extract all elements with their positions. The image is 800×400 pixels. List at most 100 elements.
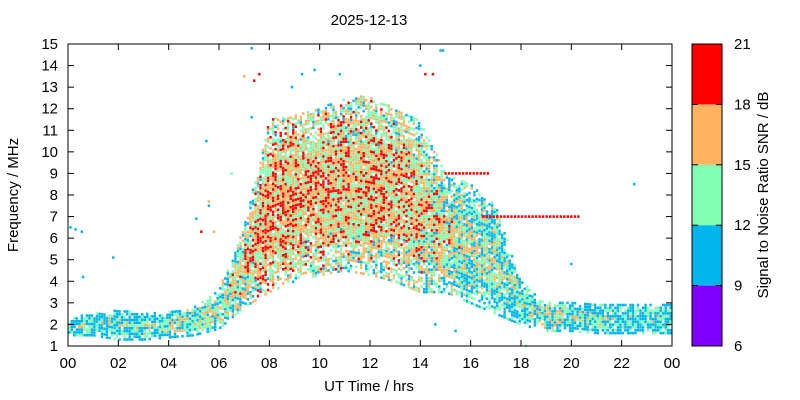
snr-cell [400,195,403,199]
snr-cell [133,318,136,322]
snr-cell [349,102,353,105]
snr-cell [329,103,333,106]
snr-cell [307,203,310,207]
snr-cell [266,145,270,149]
snr-cell [450,200,453,204]
snr-cell [287,170,290,174]
snr-cell [455,191,458,195]
snr-cell [385,246,388,250]
snr-cell [392,131,396,134]
snr-cell [347,166,350,169]
snr-cell [422,237,426,241]
snr-cell [229,303,232,307]
snr-cell [400,268,403,272]
snr-cell [427,288,431,291]
snr-cell [304,243,307,246]
snr-cell [427,240,431,243]
snr-cell [146,312,149,316]
snr-cell [367,259,370,262]
snr-cell [352,200,355,204]
snr-cell [329,223,333,227]
snr-cell [355,159,358,162]
snr-cell [402,149,406,152]
snr-cell [294,265,297,269]
snr-cell [236,297,240,300]
snr-cell [460,250,464,253]
snr-cell [365,214,368,217]
snr-cell [382,201,385,204]
snr-cell [380,220,383,223]
snr-cell [229,289,232,293]
snr-cell [360,187,363,191]
snr-cell [256,294,260,298]
snr-cell [360,143,363,146]
snr-cell [387,253,391,256]
snr-cell [234,299,237,302]
snr-cell [93,317,96,320]
snr-cell [173,310,177,313]
snr-cell [433,156,436,159]
snr-cell [390,136,393,139]
snr-cell [327,182,330,185]
snr-cell [309,230,313,234]
snr-cell [385,120,388,124]
snr-cell [324,222,328,225]
snr-cell [204,317,207,320]
snr-cell [420,133,423,137]
snr-cell [357,187,360,190]
snr-cell [427,226,431,229]
snr-cell [156,334,159,337]
snr-cell [317,144,320,148]
snr-cell [264,169,267,173]
snr-cell [271,258,275,261]
snr-cell [319,144,323,147]
snr-cell [342,230,345,233]
snr-cell [420,268,423,271]
snr-cell [254,186,257,190]
snr-cell [337,236,340,240]
snr-cell [357,111,360,115]
snr-cell [420,237,423,241]
snr-cell [264,175,267,178]
snr-cell [307,217,310,221]
snr-cell [387,149,391,152]
snr-cell [382,162,385,165]
snr-cell [264,256,267,260]
snr-cell [355,178,358,182]
snr-cell [443,237,446,241]
snr-cell [284,171,287,175]
snr-cell [297,147,300,150]
snr-cell [435,184,438,187]
snr-cell [360,145,363,149]
snr-cell [407,201,411,205]
snr-cell [287,136,290,140]
snr-cell [307,231,310,235]
snr-cell [312,196,315,200]
snr-cell [266,199,270,202]
snr-cell [317,150,320,153]
snr-cell [319,161,323,164]
snr-cell [365,264,368,268]
snr-cell [284,143,287,147]
snr-cell [214,322,217,326]
snr-cell [332,223,335,227]
snr-cell [327,140,330,143]
snr-cell [264,225,267,229]
snr-cell [468,214,471,217]
snr-cell [417,161,421,164]
snr-cell [417,136,421,139]
snr-cell [324,227,328,231]
snr-cell [307,268,310,271]
snr-cell [327,210,330,213]
snr-cell [400,148,403,151]
snr-cell [312,188,315,191]
snr-cell [282,262,285,265]
snr-cell [271,165,275,169]
snr-cell [299,247,302,251]
snr-cell [219,315,222,318]
snr-cell [334,256,338,260]
snr-cell [412,133,416,137]
snr-cell [329,179,333,182]
snr-cell [349,267,353,271]
snr-cell [405,234,408,237]
